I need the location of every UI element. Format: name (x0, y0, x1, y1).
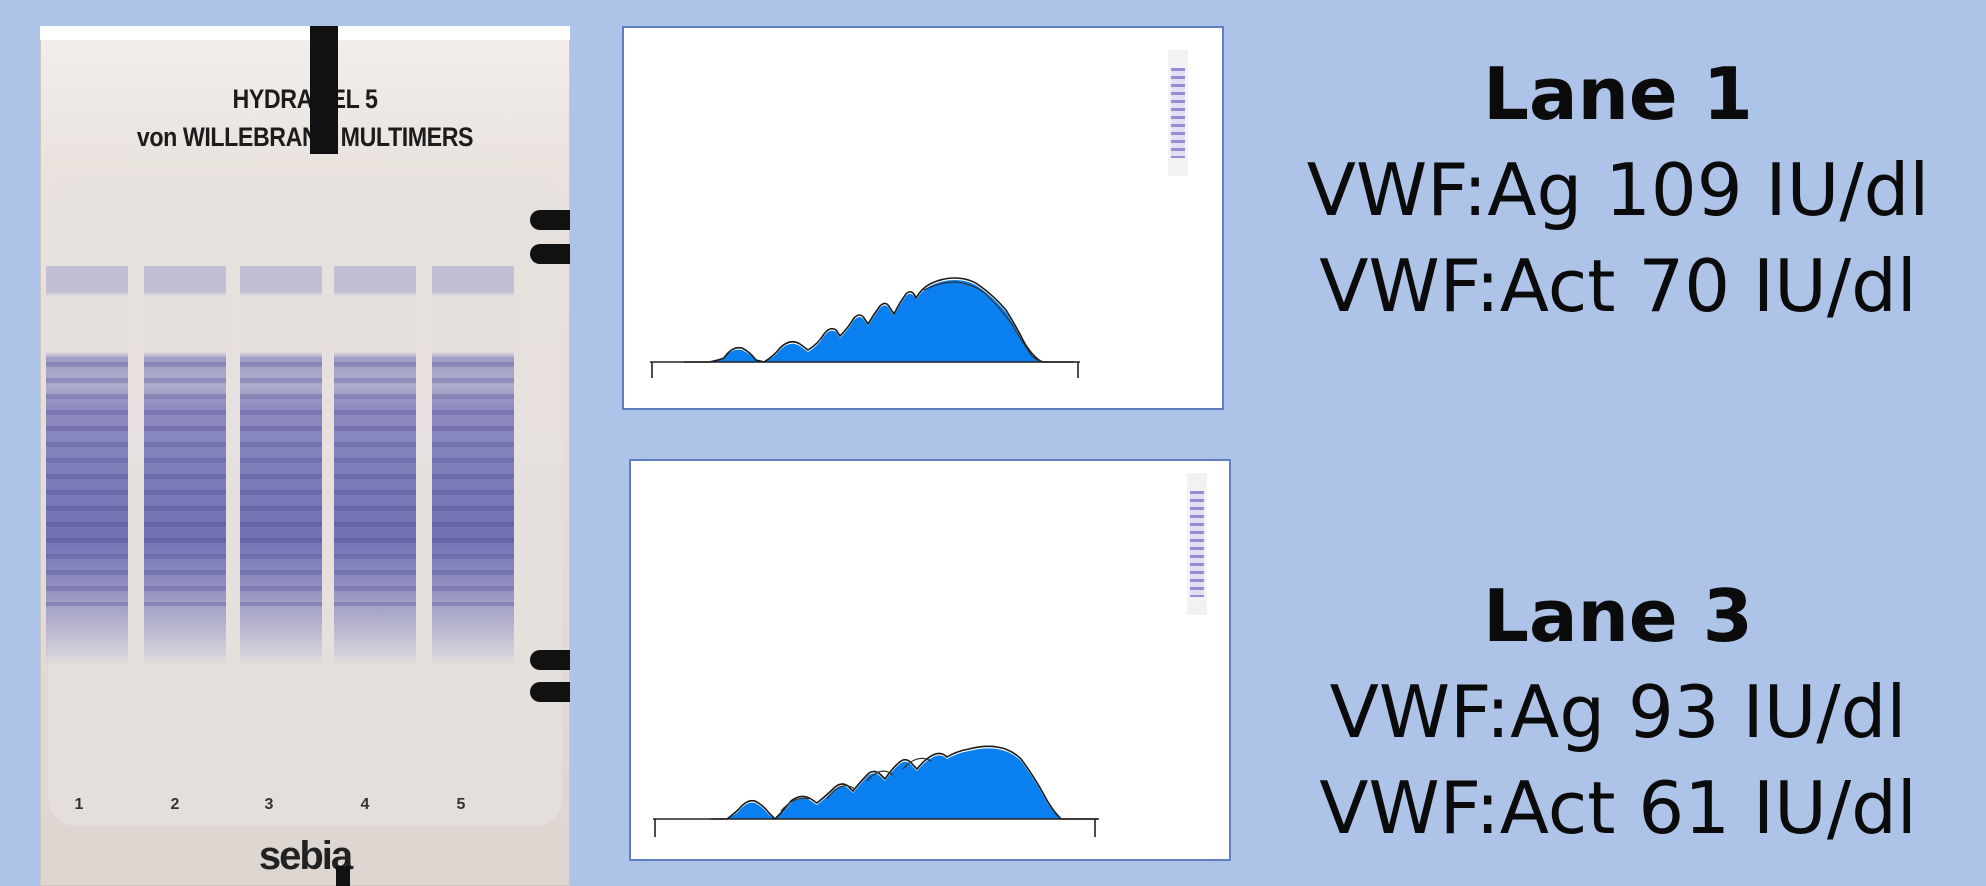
lane-strip-thumbnail (1187, 473, 1207, 615)
edge-tab (530, 682, 570, 702)
gel-lane-1 (46, 266, 128, 666)
lane-number: 1 (74, 796, 84, 813)
gel-title-line1: HYDRAGEL 5 (232, 84, 378, 114)
lane-1-vwf-act: VWF:Act 70 IU/dl (1319, 244, 1917, 328)
lane-number: 2 (170, 796, 180, 813)
lane-1-vwf-ag: VWF:Ag 109 IU/dl (1306, 148, 1930, 232)
marker-bar (310, 26, 338, 154)
densitogram-curve-2 (780, 757, 932, 812)
densitogram-plot (650, 277, 1080, 378)
gel-lane-3 (240, 266, 322, 666)
gel-lane-4 (334, 266, 416, 666)
densitogram-area (684, 280, 1042, 362)
lane-strip-thumbnail (1168, 50, 1188, 176)
lane-3-heading: Lane 3 (1483, 574, 1753, 658)
densitogram-curve-2 (923, 281, 1049, 363)
gel-image: HYDRAGEL 5 von WILLEBRAND MULTIMERS 1 2 … (40, 26, 570, 886)
edge-tab (530, 650, 570, 670)
gel-lane-5 (432, 266, 514, 666)
lane-1-densitogram (622, 26, 1224, 410)
lane-3-densitogram (629, 459, 1231, 861)
densitogram-area (711, 748, 1061, 819)
lane-1-results: Lane 1 VWF:Ag 109 IU/dl VWF:Act 70 IU/dl (1250, 58, 1986, 322)
lane-3-vwf-act: VWF:Act 61 IU/dl (1319, 766, 1917, 850)
lane-number: 4 (360, 796, 370, 813)
lane-3-results: Lane 3 VWF:Ag 93 IU/dl VWF:Act 61 IU/dl (1250, 580, 1986, 844)
lane-number: 3 (264, 796, 274, 813)
edge-tab (530, 210, 570, 230)
gel-lane-2 (144, 266, 226, 666)
lane-number: 5 (456, 796, 466, 813)
sebia-logo: sebia (258, 834, 353, 878)
lane-1-heading: Lane 1 (1483, 52, 1753, 136)
gel-top-edge (40, 26, 570, 40)
lane-3-vwf-ag: VWF:Ag 93 IU/dl (1329, 670, 1907, 754)
gel-title-line2: von WILLEBRAND MULTIMERS (136, 122, 474, 152)
densitogram-curve (711, 745, 1099, 821)
edge-tab (530, 244, 570, 264)
marker-bar-bottom (336, 866, 350, 886)
densitogram-plot (653, 745, 1099, 837)
